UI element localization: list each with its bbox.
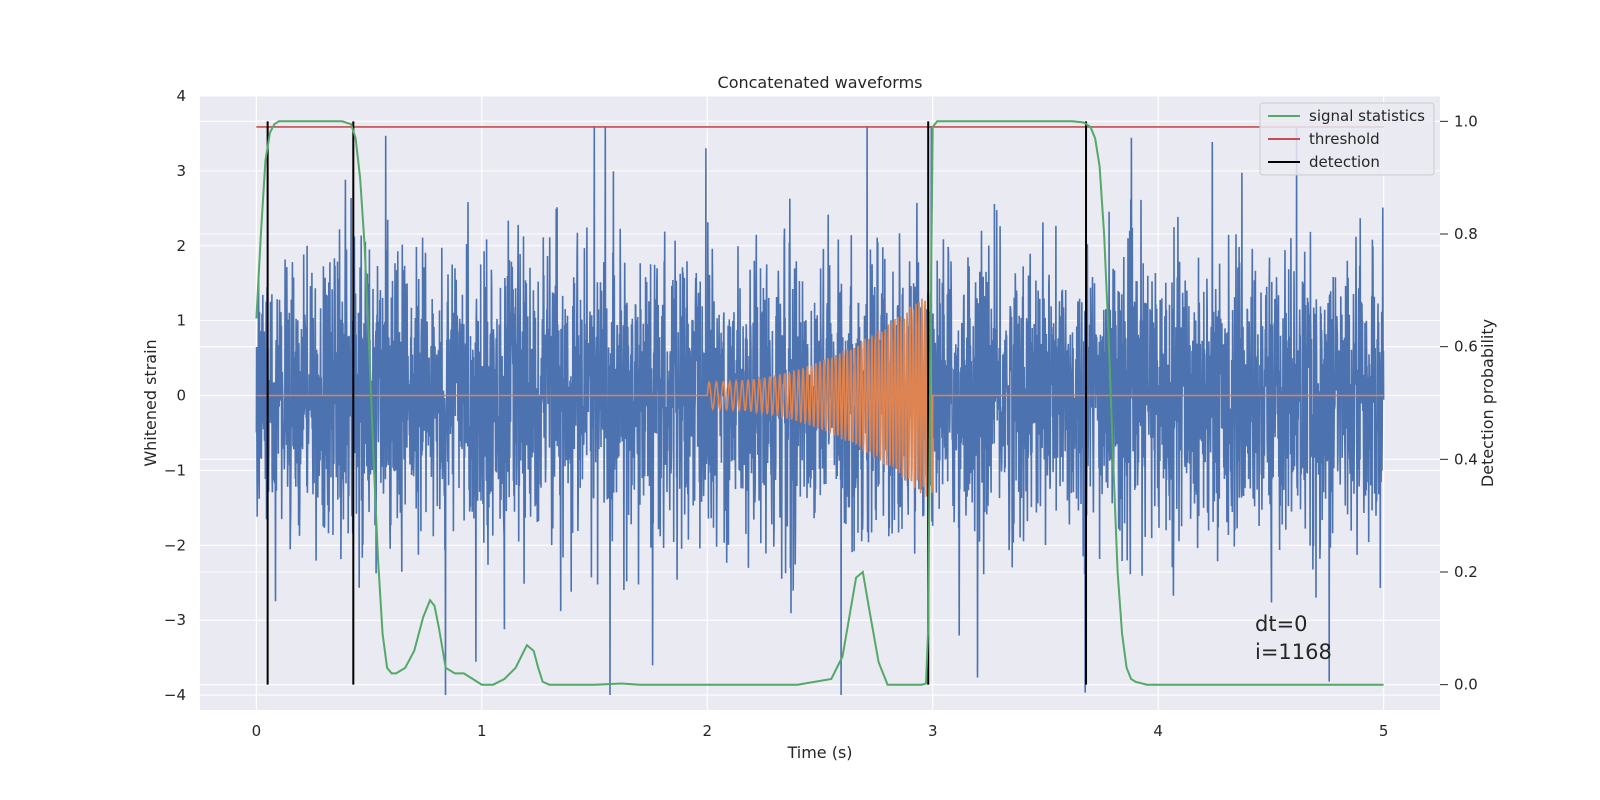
x-tick-label: 4 <box>1153 722 1163 740</box>
legend-box <box>1259 102 1435 176</box>
y2-tick-label: 0.0 <box>1454 676 1478 694</box>
legend: signal statistics threshold detection <box>1259 102 1435 176</box>
y-tick-label: 1 <box>176 312 186 330</box>
chart-title: Concatenated waveforms <box>718 73 923 92</box>
x-tick-label: 0 <box>252 722 262 740</box>
waveform-line <box>256 291 1384 500</box>
legend-label-signal-statistics: signal statistics <box>1309 107 1425 125</box>
ticks: 0 1 2 3 4 5 −4 −3 −2 −1 0 1 2 3 4 0.0 0.2 0.4 0.6 0.8 1.0 <box>164 87 1478 740</box>
y-tick-label: 0 <box>176 387 186 405</box>
signal-statistics-line <box>255 120 1384 686</box>
legend-label-threshold: threshold <box>1309 130 1380 148</box>
x-axis-label: Time (s) <box>786 743 852 762</box>
x-tick-label: 5 <box>1379 722 1389 740</box>
x-tick-label: 3 <box>928 722 938 740</box>
plot-area <box>255 120 1385 696</box>
y2-tick-label: 1.0 <box>1454 112 1478 130</box>
y-tick-label: −1 <box>164 461 186 479</box>
x-tick-label: 1 <box>477 722 487 740</box>
y2-tick-label: 0.4 <box>1454 450 1478 468</box>
y-tick-label: 3 <box>176 162 186 180</box>
y2-tick-label: 0.6 <box>1454 338 1478 356</box>
y-axis-label: Whitened strain <box>141 339 160 466</box>
annotation-dt: dt=0 <box>1255 612 1308 636</box>
y-tick-label: −4 <box>164 686 186 704</box>
legend-label-detection: detection <box>1309 153 1380 171</box>
y2-axis-label: Detection probability <box>1478 319 1497 487</box>
annotation-i: i=1168 <box>1255 640 1332 664</box>
y2-tick-label: 0.8 <box>1454 225 1478 243</box>
y-tick-label: 4 <box>176 87 186 105</box>
y-tick-label: −3 <box>164 611 186 629</box>
y-tick-label: −2 <box>164 536 186 554</box>
y2-tick-label: 0.2 <box>1454 563 1478 581</box>
y-tick-label: 2 <box>176 237 186 255</box>
x-tick-label: 2 <box>702 722 712 740</box>
